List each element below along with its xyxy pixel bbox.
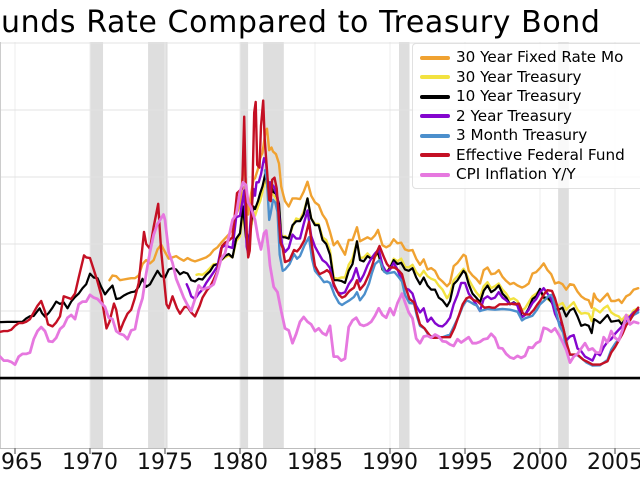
legend-swatch (420, 75, 450, 80)
legend-label: Effective Federal Fund (456, 145, 625, 164)
legend-swatch (420, 94, 450, 99)
series-line-cpi-inflation-y-y (0, 180, 640, 367)
legend-item: 30 Year Fixed Rate Mo (420, 48, 640, 68)
legend-swatch (420, 133, 450, 138)
recession-band (398, 42, 410, 448)
legend: 30 Year Fixed Rate Mo 30 Year Treasury 10 … (412, 43, 640, 189)
legend-label: 2 Year Treasury (456, 106, 572, 125)
legend-swatch (420, 114, 450, 119)
series-line-10-year-treasury (0, 171, 640, 335)
series-line-30-year-treasury (195, 175, 640, 323)
legend-label: CPI Inflation Y/Y (456, 165, 576, 184)
series-line-30-year-fixed-rate-mo (108, 127, 640, 309)
x-tick-label: 1990 (361, 450, 418, 475)
recession-band (558, 42, 569, 448)
x-tick-label: 1980 (211, 450, 268, 475)
legend-item: 3 Month Treasury (420, 126, 640, 146)
legend-item: 30 Year Treasury (420, 68, 640, 88)
legend-swatch (420, 55, 450, 60)
x-tick-label: 2005 (586, 450, 640, 475)
series-line-2-year-treasury (185, 156, 640, 362)
legend-label: 30 Year Fixed Rate Mo (456, 48, 624, 67)
x-tick-label: 1995 (436, 450, 493, 475)
x-tick-label: 1965 (0, 450, 43, 475)
chart-title: unds Rate Compared to Treasury Bond (1, 5, 601, 40)
x-tick-label: 1970 (61, 450, 118, 475)
legend-item: Effective Federal Fund (420, 146, 640, 166)
legend-label: 30 Year Treasury (456, 67, 582, 86)
x-tick-label: 1985 (286, 450, 343, 475)
legend-label: 3 Month Treasury (456, 126, 588, 145)
recession-band (148, 42, 168, 448)
legend-item: 2 Year Treasury (420, 107, 640, 127)
legend-swatch (420, 172, 450, 177)
recession-band (89, 42, 104, 448)
legend-item: CPI Inflation Y/Y (420, 165, 640, 185)
legend-label: 10 Year Treasury (456, 87, 582, 106)
recession-band (239, 42, 249, 448)
x-tick-label: 2000 (511, 450, 568, 475)
x-tick-label: 1975 (136, 450, 193, 475)
legend-swatch (420, 153, 450, 158)
legend-item: 10 Year Treasury (420, 87, 640, 107)
